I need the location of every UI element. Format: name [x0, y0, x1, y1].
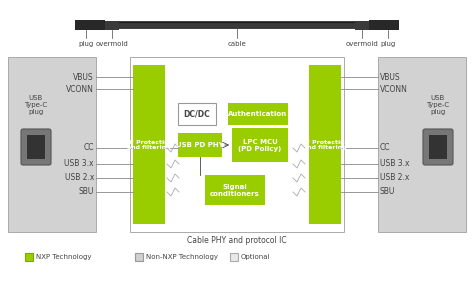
Bar: [130, 57, 344, 232]
Text: USB
Type-C
plug: USB Type-C plug: [427, 95, 449, 115]
Text: CC: CC: [380, 144, 391, 153]
Bar: [75, 20, 105, 30]
Text: SBU: SBU: [79, 188, 94, 197]
Text: VCONN: VCONN: [380, 85, 408, 94]
Text: plug: plug: [380, 41, 396, 47]
Bar: [133, 65, 165, 224]
Text: VCONN: VCONN: [66, 85, 94, 94]
Text: USB
Type-C
plug: USB Type-C plug: [25, 95, 47, 115]
Text: I/F Protection
and filtering: I/F Protection and filtering: [125, 139, 173, 150]
Bar: [232, 128, 288, 162]
FancyBboxPatch shape: [21, 129, 51, 165]
Bar: [205, 175, 265, 205]
Bar: [230, 253, 238, 261]
Text: Authentication: Authentication: [228, 111, 288, 117]
Bar: [228, 103, 288, 125]
Text: USB 3.x: USB 3.x: [380, 160, 410, 169]
Text: Non-NXP Technology: Non-NXP Technology: [146, 254, 218, 260]
Text: Signal
conditioners: Signal conditioners: [210, 184, 260, 197]
Bar: [135, 253, 143, 261]
Text: plug: plug: [78, 41, 94, 47]
FancyBboxPatch shape: [423, 129, 453, 165]
Text: overmold: overmold: [346, 41, 378, 47]
Text: VBUS: VBUS: [73, 73, 94, 82]
Bar: [25, 253, 33, 261]
Text: USB PD PHY: USB PD PHY: [176, 142, 224, 148]
Bar: [178, 103, 216, 125]
Text: USB 2.x: USB 2.x: [64, 173, 94, 182]
Text: overmold: overmold: [96, 41, 128, 47]
Text: LPC MCU
(PD Policy): LPC MCU (PD Policy): [238, 138, 282, 151]
Text: SBU: SBU: [380, 188, 395, 197]
Bar: [355, 20, 369, 29]
Text: USB 3.x: USB 3.x: [64, 160, 94, 169]
Text: I/F Protection
and filtering: I/F Protection and filtering: [301, 139, 349, 150]
Bar: [27, 135, 45, 159]
Bar: [378, 57, 466, 232]
Text: USB 2.x: USB 2.x: [380, 173, 410, 182]
Bar: [178, 133, 222, 157]
Text: CC: CC: [83, 144, 94, 153]
Text: Optional: Optional: [241, 254, 271, 260]
Text: NXP Technology: NXP Technology: [36, 254, 91, 260]
Text: cable: cable: [228, 41, 246, 47]
Bar: [105, 20, 119, 29]
Text: VBUS: VBUS: [380, 73, 401, 82]
Bar: [309, 65, 341, 224]
Bar: [8, 57, 96, 232]
Bar: [369, 20, 399, 30]
Text: DC/DC: DC/DC: [183, 110, 210, 119]
Bar: [429, 135, 447, 159]
Text: Cable PHY and protocol IC: Cable PHY and protocol IC: [187, 236, 287, 245]
